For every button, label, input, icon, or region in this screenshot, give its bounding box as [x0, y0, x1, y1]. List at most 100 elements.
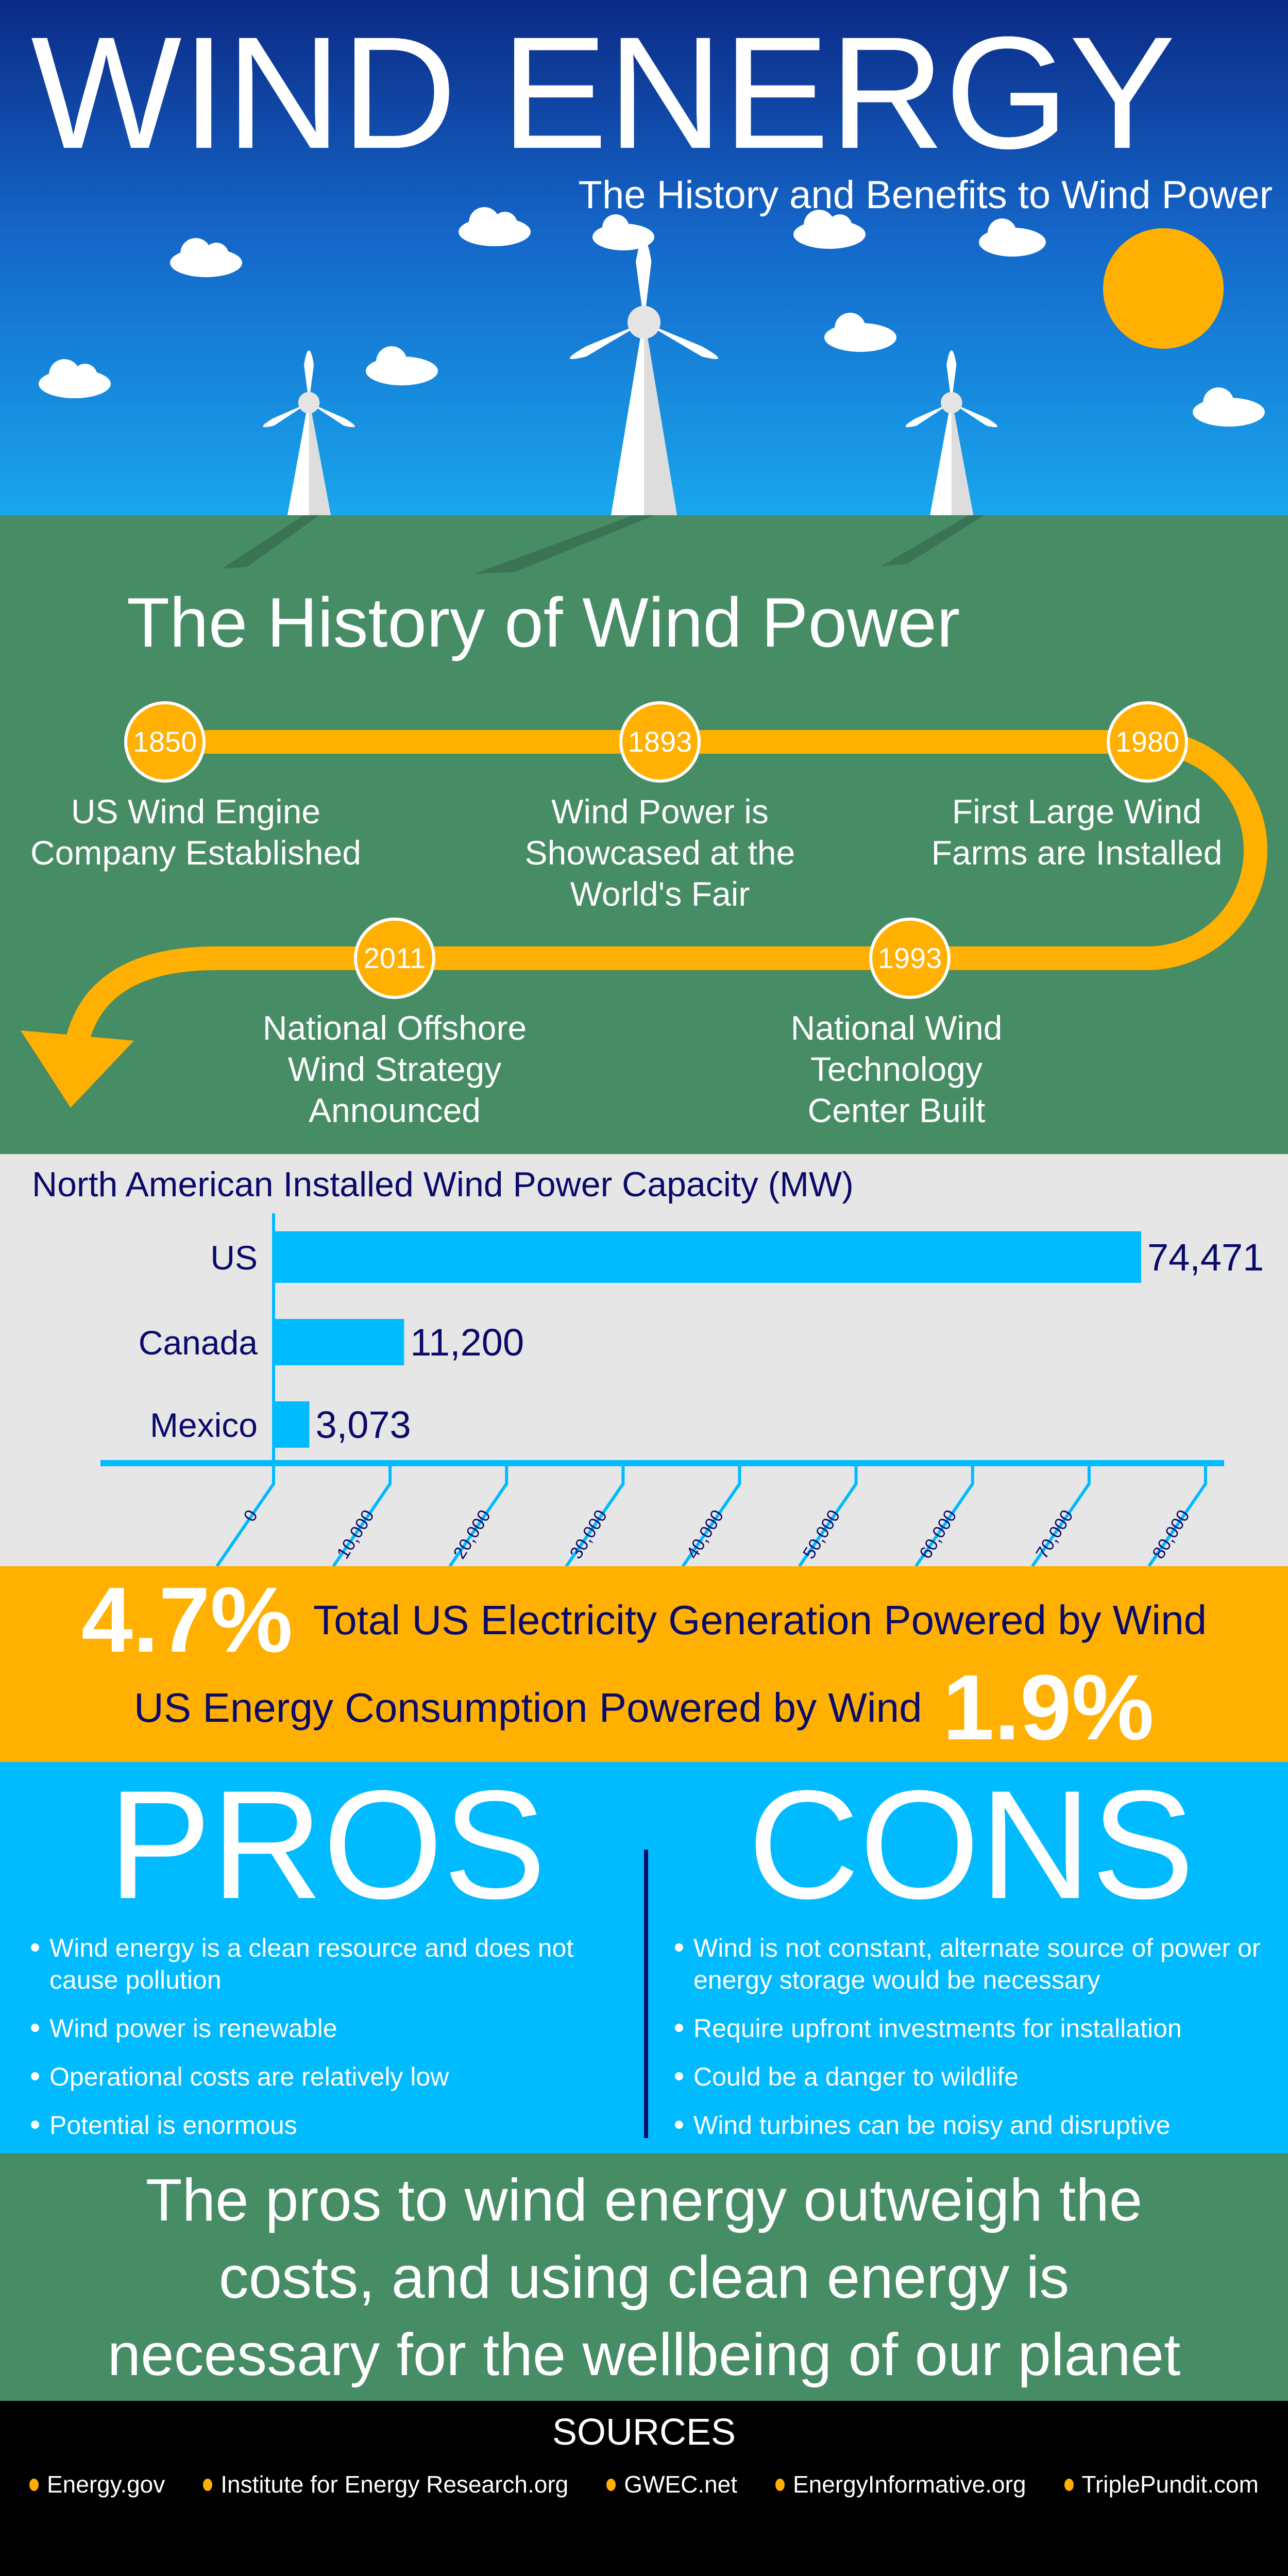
- divider: [644, 1850, 648, 2138]
- cons-item: Wind is not constant, alternate source o…: [675, 1932, 1267, 1996]
- cons-title: CONS: [748, 1758, 1195, 1931]
- tick-label: 30,000: [566, 1506, 611, 1562]
- source-item: Institute for Energy Research.org: [203, 2470, 568, 2498]
- event-description: US Wind Engine Company Established: [30, 792, 362, 872]
- cloud-icon: [592, 214, 654, 250]
- pros-item: Wind energy is a clean resource and does…: [31, 1932, 623, 1996]
- tick-label: 50,000: [799, 1506, 844, 1562]
- tick-mark: [798, 1463, 858, 1566]
- sources-title: SOURCES: [552, 2412, 736, 2453]
- event-description: Wind Power is Showcased at the World's Fai…: [524, 792, 795, 913]
- bar: [274, 1401, 310, 1448]
- electricity-stat: 4.7% Total US Electricity Generation Pow…: [0, 1568, 1288, 1672]
- value-label: 11,200: [410, 1321, 524, 1364]
- year-marker: 1980: [1115, 725, 1180, 758]
- pros-item: Operational costs are relatively low: [31, 2061, 623, 2093]
- cloud-icon: [459, 207, 531, 246]
- tick-label: 80,000: [1148, 1506, 1193, 1562]
- cloud-icon: [824, 313, 896, 352]
- tick-label: 70,000: [1032, 1506, 1077, 1562]
- consumption-stat: US Energy Consumption Powered by Wind 1.…: [0, 1656, 1288, 1759]
- year-marker: 1893: [628, 725, 692, 758]
- year-marker: 1850: [132, 725, 197, 758]
- chart-title: North American Installed Wind Power Capa…: [32, 1165, 854, 1204]
- tick-mark: [215, 1463, 275, 1566]
- pros-cons-section: PROS Wind energy is a clean resource and…: [0, 1762, 1288, 2154]
- electricity-stat-label: Total US Electricity Generation Powered …: [313, 1597, 1207, 1643]
- source-item: EnergyInformative.org: [775, 2470, 1026, 2498]
- pros-list: Wind energy is a clean resource and does…: [31, 1932, 623, 2141]
- consumption-stat-label: US Energy Consumption Powered by Wind: [134, 1685, 922, 1731]
- year-marker: 2011: [363, 942, 426, 974]
- history-section: The History of Wind Power 1850 1893 1980…: [0, 515, 1288, 1154]
- tick-label: 10,000: [333, 1506, 378, 1562]
- category-label: Mexico: [150, 1406, 258, 1444]
- pros-item: Potential is enormous: [31, 2109, 623, 2141]
- stats-section: 4.7% Total US Electricity Generation Pow…: [0, 1566, 1288, 1762]
- arrow-down-left-icon: [21, 1030, 134, 1108]
- turbine-shadows: [222, 515, 984, 574]
- tick-mark: [565, 1463, 625, 1566]
- turbine-icon: [570, 239, 718, 515]
- value-label: 74,471: [1147, 1236, 1264, 1279]
- event-description: National Offshore Wind Strategy Announced: [262, 1009, 527, 1129]
- bar: [274, 1231, 1141, 1283]
- cloud-icon: [979, 218, 1046, 257]
- sources-section: SOURCES Energy.gov Institute for Energy …: [0, 2401, 1288, 2524]
- pros-column: PROS Wind energy is a clean resource and…: [0, 1762, 644, 2154]
- source-item: TriplePundit.com: [1064, 2470, 1259, 2498]
- tick-label: 60,000: [916, 1506, 960, 1562]
- chart-section: US 74,471 Canada 11,200 Mexico 3,073 0 10,000 20…: [0, 1154, 1288, 1566]
- cloud-icon: [170, 238, 242, 277]
- conclusion-line: costs, and using clean energy is: [218, 2244, 1070, 2311]
- cons-column: CONS Wind is not constant, alternate sou…: [644, 1762, 1288, 2154]
- tick-mark: [682, 1463, 741, 1566]
- page-title: WIND ENERGY: [31, 3, 1176, 182]
- clouds: [39, 207, 1265, 427]
- pros-title: PROS: [108, 1758, 547, 1931]
- cloud-icon: [1193, 387, 1265, 427]
- bar: [274, 1319, 404, 1365]
- turbine-icon: [263, 350, 355, 515]
- tick-label: 0: [240, 1506, 262, 1525]
- source-item: Energy.gov: [29, 2470, 165, 2498]
- sun-icon: [1103, 228, 1224, 349]
- tick-mark: [1147, 1463, 1207, 1566]
- conclusion-line: necessary for the wellbeing of our plane…: [107, 2321, 1181, 2388]
- cons-item: Require upfront investments for installa…: [675, 2012, 1267, 2044]
- timeline-path: [65, 730, 1267, 1044]
- cloud-icon: [39, 359, 111, 398]
- cloud-icon: [793, 210, 866, 249]
- conclusion-section: The pros to wind energy outweigh the cos…: [0, 2154, 1288, 2401]
- tick-mark: [1031, 1463, 1091, 1566]
- electricity-stat-value: 4.7%: [81, 1568, 293, 1672]
- conclusion-line: The pros to wind energy outweigh the: [145, 2166, 1143, 2233]
- cons-item: Could be a danger to wildlife: [675, 2061, 1267, 2093]
- consumption-stat-value: 1.9%: [942, 1656, 1154, 1759]
- history-title: The History of Wind Power: [127, 583, 960, 662]
- pros-item: Wind power is renewable: [31, 2012, 623, 2044]
- tick-mark: [914, 1463, 974, 1566]
- tick-label: 20,000: [450, 1506, 495, 1562]
- cons-item: Wind turbines can be noisy and disruptiv…: [675, 2109, 1267, 2141]
- year-marker: 1993: [877, 942, 942, 974]
- sources-list: Energy.gov Institute for Energy Research…: [0, 2470, 1288, 2498]
- bar-chart: US 74,471 Canada 11,200 Mexico 3,073 0 10,000 20…: [100, 1213, 1264, 1566]
- turbine-icon: [905, 350, 998, 515]
- source-item: GWEC.net: [606, 2470, 737, 2498]
- category-label: US: [210, 1239, 258, 1277]
- timeline-markers: [124, 701, 1188, 999]
- timeline-graphic: [21, 515, 1267, 1108]
- header-sky: WIND ENERGY The History and Benefits to …: [0, 0, 1288, 515]
- value-label: 3,073: [315, 1403, 411, 1446]
- tick-label: 40,000: [683, 1506, 727, 1562]
- category-label: Canada: [139, 1324, 258, 1362]
- wind-turbine-illustration: [39, 207, 1265, 515]
- page-subtitle: The History and Benefits to Wind Power: [578, 173, 1273, 217]
- event-description: National Wind Technology Center Built: [790, 1009, 1003, 1129]
- cons-list: Wind is not constant, alternate source o…: [675, 1932, 1267, 2141]
- event-description: First Large Wind Farms are Installed: [931, 792, 1223, 872]
- tick-mark: [332, 1463, 392, 1566]
- turbines: [263, 239, 998, 515]
- tick-mark: [448, 1463, 509, 1566]
